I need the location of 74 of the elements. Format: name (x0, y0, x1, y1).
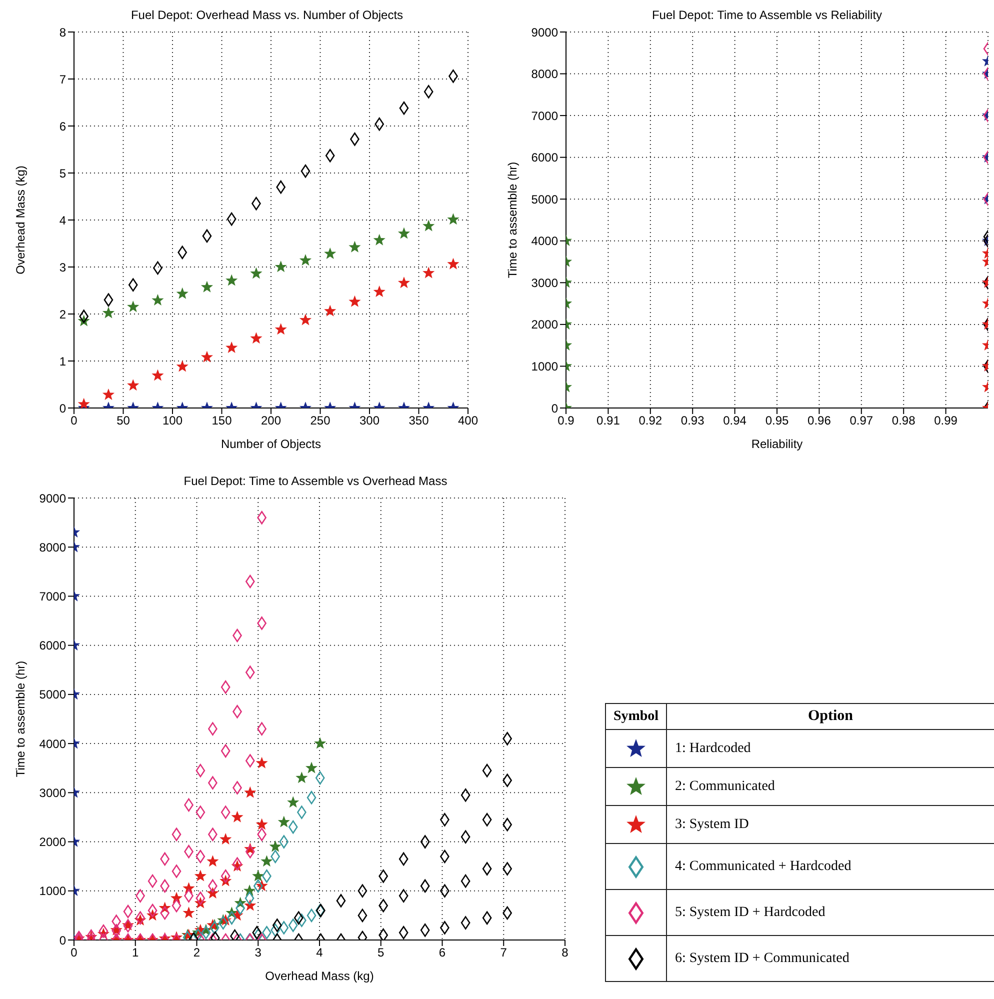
x-tick-label: 0.99 (934, 414, 958, 428)
y-tick-label: 3 (59, 260, 66, 274)
x-tick-label: 0.97 (850, 414, 874, 428)
y-tick-label: 2000 (39, 835, 66, 850)
x-tick-label: 300 (359, 414, 380, 428)
y-tick-label: 1000 (531, 359, 558, 374)
x-tick-label: 6 (438, 946, 446, 960)
y-tick-label: 3000 (39, 786, 66, 800)
y-tick-label: 3000 (531, 276, 558, 290)
chart-title: Fuel Depot: Time to Assemble vs Reliability (650, 8, 884, 24)
legend-label: 6: System ID + Communicated (666, 936, 994, 982)
x-tick-label: 200 (260, 414, 282, 428)
y-tick-label: 2000 (531, 318, 558, 332)
y-tick-label: 9000 (531, 25, 558, 40)
x-tick-label: 0.96 (808, 414, 832, 428)
x-tick-label: 0.91 (596, 414, 620, 428)
legend-title: Option (666, 704, 994, 730)
x-axis-title: Number of Objects (220, 437, 322, 451)
y-tick-label: 0 (551, 401, 558, 416)
y-tick-label: 0 (59, 933, 66, 948)
x-tick-label: 150 (212, 414, 232, 428)
y-tick-label: 6000 (531, 150, 558, 165)
x-tick-label: 350 (408, 414, 430, 428)
x-tick-label: 7 (500, 946, 508, 960)
x-tick-label: 0 (70, 946, 78, 960)
y-tick-label: 0 (59, 401, 66, 416)
y-tick-label: 8000 (39, 540, 66, 554)
x-tick-label: 0.92 (638, 414, 662, 428)
legend-label: 1: Hardcoded (666, 730, 994, 768)
text: Symbol (606, 704, 666, 730)
y-tick-label: 8 (59, 25, 66, 40)
x-tick-label: 250 (310, 414, 331, 428)
x-axis-title: Overhead Mass (kg) (265, 969, 374, 983)
x-tick-label: 5 (378, 946, 385, 960)
y-axis-title: Overhead Mass (kg) (13, 166, 28, 274)
y-tick-label: 6000 (39, 638, 66, 653)
x-tick-label: 4 (316, 946, 324, 960)
x-axis-title: Reliability (751, 437, 803, 451)
legend-label: 3: System ID (666, 806, 994, 844)
x-tick-label: 50 (116, 414, 130, 428)
x-tick-label: 0.9 (558, 414, 575, 428)
x-tick-label: 1 (132, 946, 140, 960)
y-tick-label: 7 (59, 72, 66, 86)
x-tick-label: 0.95 (765, 414, 789, 428)
y-tick-label: 6 (59, 119, 66, 134)
x-tick-label: 0.93 (680, 414, 705, 428)
y-tick-label: 1 (59, 354, 66, 368)
y-tick-label: 1000 (39, 884, 66, 898)
y-tick-label: 4000 (531, 234, 558, 248)
y-tick-label: 5000 (531, 192, 558, 206)
y-tick-label: 5 (59, 166, 66, 180)
y-axis-title: Time to assemble (hr) (13, 660, 28, 778)
y-tick-label: 5000 (39, 688, 66, 702)
x-tick-label: 0.94 (723, 414, 747, 428)
x-tick-label: 2 (193, 946, 200, 960)
x-tick-label: 100 (162, 414, 183, 428)
x-tick-label: 8 (562, 946, 569, 960)
legend-label: 2: Communicated (666, 768, 994, 806)
y-tick-label: 4000 (39, 736, 66, 751)
y-tick-label: 2 (59, 307, 66, 322)
y-tick-label: 7000 (39, 589, 66, 604)
y-tick-label: 8000 (531, 67, 558, 82)
x-tick-label: 3 (254, 946, 262, 960)
x-tick-label: 400 (458, 414, 478, 428)
y-axis-title: Time to assemble (hr) (505, 162, 520, 278)
y-tick-label: 4 (59, 213, 66, 228)
legend-label: 4: Communicated + Hardcoded (666, 844, 994, 890)
y-tick-label: 7000 (531, 108, 558, 123)
chart-title: Fuel Depot: Time to Assemble vs Overhead Mass (182, 474, 448, 490)
chart-title: Fuel Depot: Overhead Mass vs. Number of Objects (130, 8, 404, 24)
legend-label: 5: System ID + Hardcoded (666, 890, 994, 936)
x-tick-label: 0.98 (892, 414, 916, 428)
y-tick-label: 9000 (39, 491, 66, 506)
x-tick-label: 0 (70, 414, 78, 428)
